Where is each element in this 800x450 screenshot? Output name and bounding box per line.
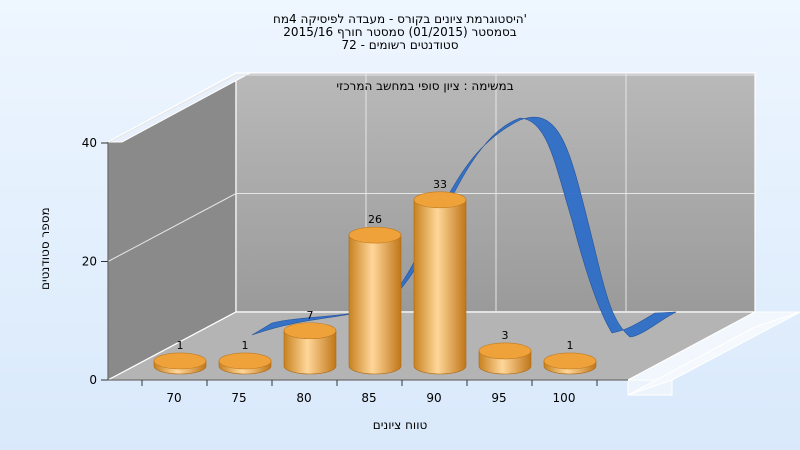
y-tick-label: 0 <box>89 373 97 387</box>
chart-title-line-1: היסטוגרמת ציונים בקורס - מעבדה לפיסיקה 4… <box>273 12 527 26</box>
bar-75: 1 <box>218 339 272 375</box>
grid-line-side <box>107 193 237 262</box>
bar-top <box>478 342 532 360</box>
x-tick-label: 80 <box>296 391 311 405</box>
axes-group: 0 20 40 70 75 80 85 90 95 100 <box>82 136 628 405</box>
bar-top <box>543 352 597 370</box>
bar-top <box>153 352 207 370</box>
x-tick-label: 95 <box>491 391 506 405</box>
x-axis-label: טווח ציונים <box>372 418 428 432</box>
x-tick-label: 90 <box>426 391 441 405</box>
bar-top <box>348 226 402 244</box>
x-tick-label: 85 <box>361 391 376 405</box>
x-tick-label: 100 <box>553 391 576 405</box>
chart-grid <box>107 73 755 312</box>
grid-line-side <box>107 74 237 144</box>
bar-95: 3 <box>478 329 532 375</box>
y-tick-label: 40 <box>82 136 97 150</box>
bar-value-label: 1 <box>567 339 574 352</box>
y-axis-label: מספר סטודנטים <box>38 207 52 290</box>
bar-70: 1 <box>153 339 207 375</box>
bar-body <box>348 234 402 375</box>
bar-value-label: 7 <box>307 309 314 322</box>
bar-80: 7 <box>283 309 337 375</box>
bar-value-label: 26 <box>368 213 382 226</box>
bar-top <box>413 191 467 209</box>
y-tick-label: 20 <box>82 255 97 269</box>
x-tick-label: 75 <box>231 391 246 405</box>
chart-title-line-2: בסמסטר (01/2015) סמסטר חורף 2015/16 <box>283 25 517 39</box>
bar-top <box>218 352 272 370</box>
bar-100: 1 <box>543 339 597 375</box>
bar-body <box>283 330 337 375</box>
chart-title-line-3: סטודנטים רשומים - 72 <box>341 38 459 52</box>
bar-value-label: 3 <box>502 329 509 342</box>
chart-subtitle: במשימה : ציון סופי במחשב המרכזי <box>336 79 514 93</box>
bar-90: 33 <box>413 178 467 375</box>
bar-value-label: 33 <box>433 178 447 191</box>
x-tick-label: 70 <box>166 391 181 405</box>
frame-floor-bevel <box>627 311 800 396</box>
bar-value-label: 1 <box>242 339 249 352</box>
bar-top <box>283 322 337 340</box>
bar-value-label: 1 <box>177 339 184 352</box>
frame-top-left <box>107 72 251 143</box>
bar-body <box>413 199 467 375</box>
bar-85: 26 <box>348 213 402 375</box>
